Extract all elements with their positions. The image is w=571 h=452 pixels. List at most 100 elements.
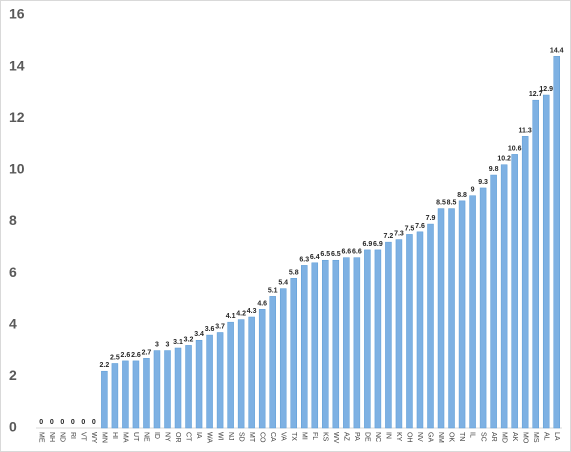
bar xyxy=(458,200,466,429)
x-tick-label: GA xyxy=(427,432,434,442)
bar xyxy=(479,187,487,429)
value-label: 3.6 xyxy=(205,326,215,333)
value-label: 11.3 xyxy=(519,127,532,134)
bar xyxy=(521,136,529,429)
value-label: 12.7 xyxy=(529,91,543,98)
value-label: 6.6 xyxy=(341,249,351,256)
bar xyxy=(511,154,518,429)
x-tick-label: OK xyxy=(448,432,455,442)
bar xyxy=(258,309,266,429)
x-tick-label: SC xyxy=(479,432,486,442)
x-tick-label: NM xyxy=(437,432,444,443)
value-label: 7.6 xyxy=(415,223,425,230)
bar xyxy=(269,296,276,429)
value-label: 0 xyxy=(39,419,43,426)
value-label: 8.5 xyxy=(436,200,446,207)
bar xyxy=(311,262,319,429)
value-label: 7.5 xyxy=(405,225,415,232)
bar xyxy=(174,347,182,429)
x-tick-label: HI xyxy=(111,432,118,439)
value-label: 6.4 xyxy=(310,254,320,261)
value-label: 3.2 xyxy=(184,336,194,343)
x-tick-label: AZ xyxy=(342,432,349,442)
x-tick-label: AL xyxy=(542,432,549,441)
x-tick-label: MA xyxy=(122,432,129,443)
bar xyxy=(406,234,413,429)
value-label: 3 xyxy=(166,342,170,349)
value-label: 3 xyxy=(155,342,159,349)
bar xyxy=(322,259,329,429)
value-label: 8.5 xyxy=(447,200,457,207)
bar xyxy=(416,231,424,429)
x-tick-label: WV xyxy=(332,432,339,444)
bar xyxy=(153,350,161,429)
x-tick-label: MO xyxy=(521,432,528,444)
x-tick-label: KS xyxy=(321,432,328,442)
value-label: 0 xyxy=(81,419,85,426)
value-label: 2.2 xyxy=(100,362,110,369)
value-label: 7.3 xyxy=(394,231,404,238)
bar xyxy=(500,164,508,429)
bar xyxy=(374,249,382,429)
x-tick-label: UT xyxy=(132,432,139,442)
value-label: 6.9 xyxy=(363,241,373,248)
bar xyxy=(248,316,255,429)
x-tick-label: PA xyxy=(353,432,360,441)
x-tick-label: WA xyxy=(206,432,213,443)
x-tick-label: NH xyxy=(48,432,55,442)
value-label: 4.6 xyxy=(257,300,267,307)
x-tick-label: DE xyxy=(364,432,371,442)
y-tick-label: 0 xyxy=(9,419,17,435)
y-tick-label: 10 xyxy=(9,161,25,177)
bar xyxy=(553,56,560,429)
bar xyxy=(143,358,150,429)
x-tick-label: OH xyxy=(406,432,413,443)
value-label: 2.6 xyxy=(131,352,141,359)
x-tick-label: RI xyxy=(69,432,76,439)
bar xyxy=(101,370,108,429)
value-label: 4.1 xyxy=(226,313,236,320)
bar xyxy=(353,257,361,429)
x-tick-label: NE xyxy=(143,432,150,442)
value-label: 0 xyxy=(50,419,54,426)
bar xyxy=(279,288,287,429)
y-tick-label: 14 xyxy=(9,57,25,73)
x-tick-label: ND xyxy=(58,432,65,442)
value-label: 8.8 xyxy=(457,192,467,199)
bar xyxy=(301,265,308,429)
x-tick-label: TX xyxy=(290,432,297,441)
x-tick-label: WY xyxy=(90,432,97,444)
value-label: 10.6 xyxy=(508,145,522,152)
bar xyxy=(132,360,140,429)
bar xyxy=(195,339,203,429)
x-tick-label: IA xyxy=(195,432,202,439)
value-label: 3.7 xyxy=(215,323,225,330)
bar xyxy=(469,195,476,429)
y-tick-label: 2 xyxy=(9,367,17,383)
y-tick-label: 6 xyxy=(9,264,17,280)
value-label: 6.5 xyxy=(320,251,330,258)
bar xyxy=(364,249,371,429)
y-tick-label: 12 xyxy=(9,109,25,125)
x-tick-label: VT xyxy=(79,432,86,442)
bar xyxy=(437,208,445,429)
x-tick-label: NY xyxy=(164,432,171,442)
value-label: 2.6 xyxy=(121,352,131,359)
bar xyxy=(332,259,340,429)
value-label: 3.1 xyxy=(173,339,183,346)
x-tick-label: CO xyxy=(258,432,265,443)
x-tick-label: ID xyxy=(153,432,160,439)
bar xyxy=(490,174,497,429)
value-label: 5.8 xyxy=(289,269,299,276)
x-tick-label: MI xyxy=(300,432,307,440)
x-tick-label: AK xyxy=(511,432,518,442)
value-label: 3.4 xyxy=(194,331,204,338)
x-tick-label: FL xyxy=(311,432,318,440)
bar xyxy=(427,223,434,429)
value-label: 6.6 xyxy=(352,249,362,256)
value-label: 7.2 xyxy=(384,233,394,240)
bar xyxy=(111,363,119,429)
value-label: 5.4 xyxy=(278,280,288,287)
